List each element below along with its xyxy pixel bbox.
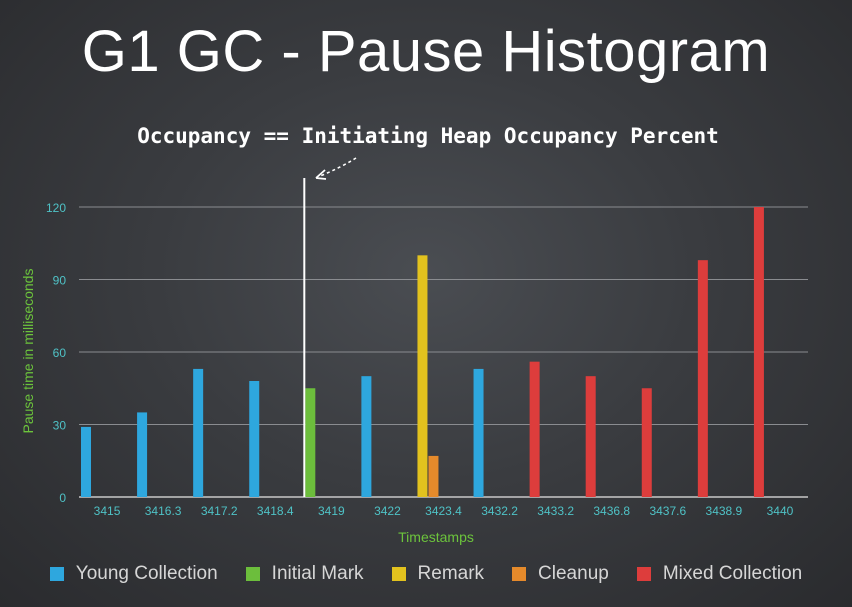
x-tick-label: 3432.2 [481, 504, 518, 518]
legend-item: Mixed Collection [636, 563, 803, 585]
legend-item: Cleanup [512, 563, 609, 585]
x-tick-label: 3417.2 [201, 504, 238, 518]
slide-title: G1 GC - Pause Histogram [81, 19, 771, 84]
annotation-arrowhead [315, 169, 327, 180]
x-tick-label: 3415 [94, 504, 121, 518]
bar-young-collection [81, 426, 91, 497]
tick-labels: 0 30 60 90 120 3415 3416.3 3417.2 3418.4 3419 3422… [46, 201, 794, 518]
bar-mixed-collection [529, 361, 540, 497]
bar-young-collection [249, 381, 260, 497]
bar-cleanup [428, 455, 439, 497]
x-tick-label: 3423.4 [425, 504, 462, 518]
x-tick-label: 3433.2 [537, 504, 574, 518]
legend-label: Remark [417, 563, 485, 584]
bars [81, 207, 764, 497]
bar-mixed-collection [585, 376, 596, 497]
bar-mixed-collection [753, 207, 764, 497]
bar-mixed-collection [641, 388, 652, 497]
x-tick-label: 3422 [374, 504, 401, 518]
x-axis-label: Timestamps [398, 529, 474, 545]
bar-mixed-collection [697, 260, 708, 497]
legend-label: Initial Mark [271, 563, 364, 584]
legend-label: Young Collection [75, 563, 218, 584]
x-tick-label: 3438.9 [706, 504, 743, 518]
legend-swatch [636, 567, 651, 581]
y-tick-label: 0 [59, 491, 66, 505]
legend-label: Cleanup [538, 563, 609, 584]
bar-remark [417, 255, 428, 497]
annotation-text: Occupancy == Initiating Heap Occupancy P… [137, 124, 719, 148]
x-tick-label: 3440 [767, 504, 794, 518]
legend-item: Young Collection [49, 563, 218, 585]
legend-item: Initial Mark [245, 563, 364, 585]
legend-item: Remark [391, 563, 485, 585]
y-tick-label: 60 [53, 346, 67, 360]
chart-legend: Young Collection Initial Mark Remark Cleanu… [0, 560, 852, 588]
bar-initial-mark [305, 388, 316, 497]
x-tick-label: 3419 [318, 504, 345, 518]
annotation-arrow [319, 157, 357, 177]
legend-swatch [512, 567, 527, 581]
y-tick-label: 30 [53, 419, 67, 433]
bar-young-collection [473, 368, 484, 497]
legend-swatch [49, 567, 64, 581]
x-tick-label: 3437.6 [649, 504, 686, 518]
y-tick-label: 90 [53, 274, 67, 288]
x-tick-label: 3416.3 [145, 504, 182, 518]
bar-young-collection [193, 368, 204, 497]
x-tick-label: 3436.8 [593, 504, 630, 518]
legend-swatch [245, 567, 260, 581]
legend-swatch [391, 567, 406, 581]
bar-young-collection [361, 376, 372, 497]
x-tick-label: 3418.4 [257, 504, 294, 518]
bar-young-collection [137, 412, 148, 497]
legend-label: Mixed Collection [662, 563, 803, 584]
y-axis-label: Pause time in milliseconds [20, 269, 36, 434]
y-tick-label: 120 [46, 201, 66, 215]
